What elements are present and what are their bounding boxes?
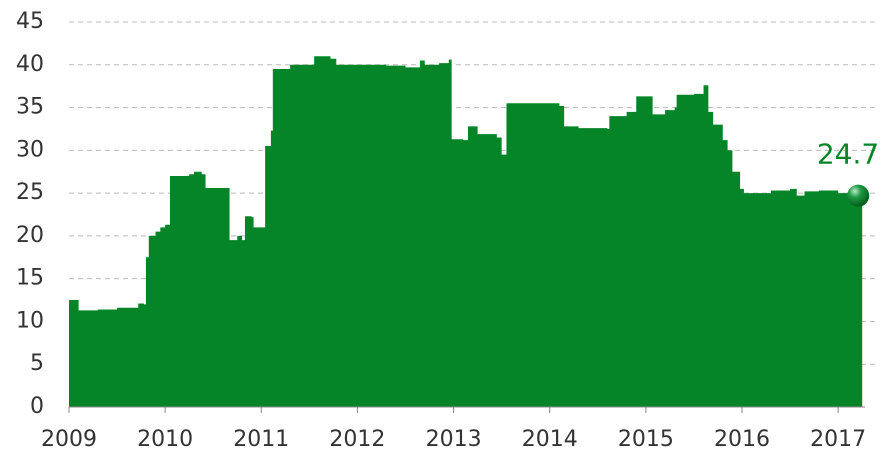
end-value-label: 24.7: [817, 138, 879, 171]
x-tick-label: 2013: [426, 427, 482, 452]
y-tick-label: 30: [16, 137, 44, 162]
x-tick-label: 2014: [522, 427, 578, 452]
y-tick-label: 20: [16, 223, 44, 248]
y-tick-label: 10: [16, 308, 44, 333]
y-tick-label: 5: [30, 351, 44, 376]
x-tick-label: 2017: [810, 427, 866, 452]
y-tick-label: 35: [16, 95, 44, 120]
x-tick-label: 2011: [233, 427, 289, 452]
x-tick-label: 2016: [714, 427, 770, 452]
y-tick-label: 40: [16, 52, 44, 77]
y-tick-label: 0: [30, 394, 44, 419]
x-tick-label: 2012: [329, 427, 385, 452]
end-marker: [847, 184, 870, 207]
y-tick-label: 25: [16, 180, 44, 205]
y-tick-label: 45: [16, 9, 44, 34]
x-tick-label: 2015: [618, 427, 674, 452]
x-tick-label: 2009: [41, 427, 97, 452]
x-tick-label: 2010: [137, 427, 193, 452]
area: [69, 56, 863, 407]
y-tick-label: 15: [16, 266, 44, 291]
